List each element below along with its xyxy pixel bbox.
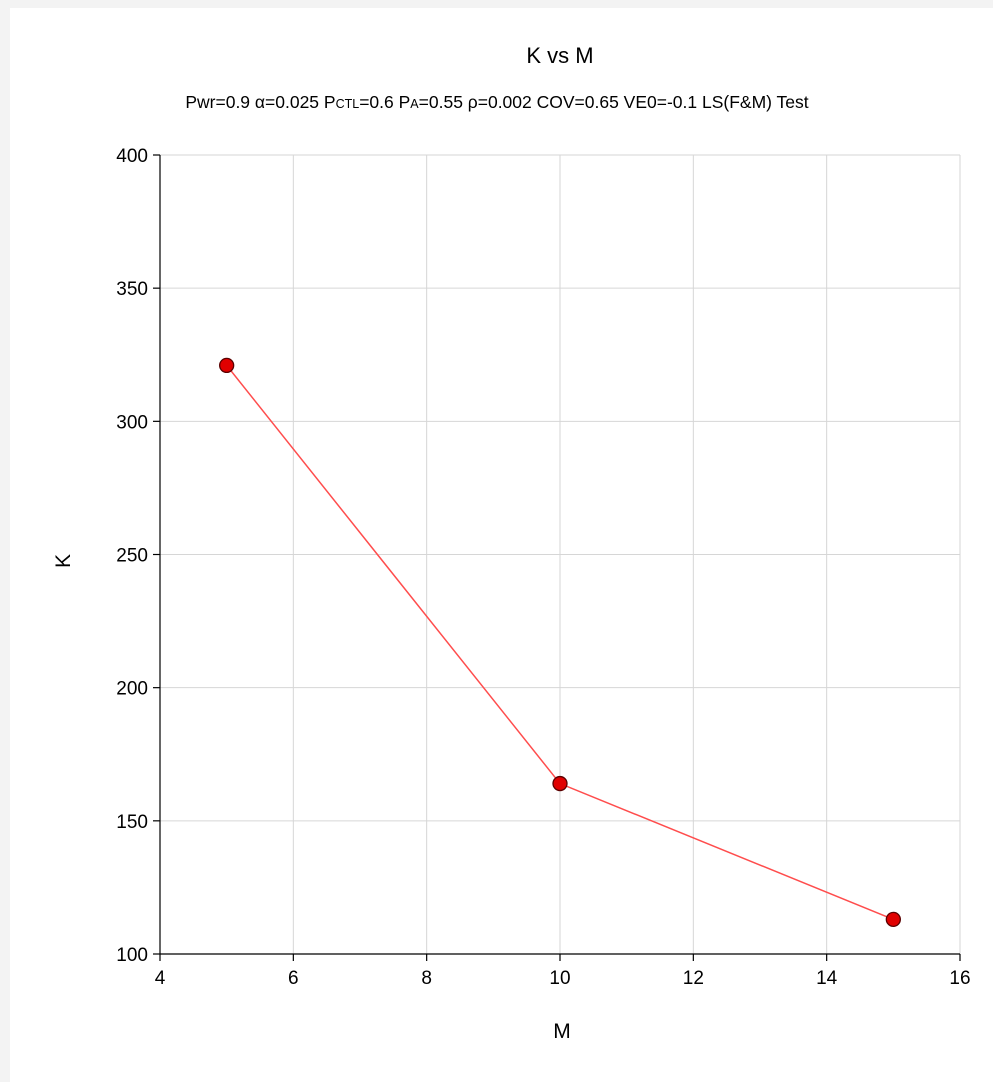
- y-tick-label: 200: [116, 679, 148, 700]
- subtitle-part: Pwr=0.9 α=0.025 P: [185, 92, 335, 112]
- y-tick-label: 400: [116, 146, 148, 167]
- x-tick-label: 16: [949, 968, 970, 989]
- x-tick-labels: 4 6 8 10 12 14 16: [155, 968, 971, 989]
- chart-subtitle: Pwr=0.9 α=0.025 PCTL=0.6 PA=0.55 ρ=0.002…: [185, 92, 808, 112]
- x-tick-label: 8: [421, 968, 432, 989]
- x-tick-label: 12: [683, 968, 704, 989]
- y-tick-label: 300: [116, 412, 148, 433]
- grid-lines: [160, 154, 961, 954]
- y-tick-label: 350: [116, 279, 148, 300]
- data-point: [219, 357, 235, 374]
- y-tick-label: 100: [116, 945, 148, 966]
- data-point: [552, 775, 568, 792]
- x-axis-title: M: [553, 1020, 571, 1043]
- chart-panel: K vs M Pwr=0.9 α=0.025 PCTL=0.6 PA=0.55 …: [10, 8, 993, 1082]
- subtitle-part: A: [410, 97, 419, 111]
- subtitle-part: =0.55 ρ=0.002 COV=0.65 VE0=-0.1 LS(F&M) …: [419, 92, 809, 112]
- y-tick-labels: 100 150 200 250 300 350 400: [116, 146, 148, 966]
- y-axis-title: K: [52, 554, 75, 568]
- chart-title: K vs M: [526, 43, 593, 68]
- data-series: [219, 357, 901, 928]
- axes: [153, 154, 961, 961]
- data-point: [885, 911, 901, 928]
- y-tick-label: 250: [116, 546, 148, 567]
- x-tick-label: 4: [155, 968, 166, 989]
- chart-svg: K vs M Pwr=0.9 α=0.025 PCTL=0.6 PA=0.55 …: [52, 43, 971, 1043]
- y-tick-label: 150: [116, 812, 148, 833]
- x-tick-label: 6: [288, 968, 299, 989]
- subtitle-part: CTL: [336, 97, 360, 111]
- subtitle-part: =0.6 P: [359, 92, 410, 112]
- x-tick-label: 14: [816, 968, 838, 989]
- x-tick-label: 10: [549, 968, 570, 989]
